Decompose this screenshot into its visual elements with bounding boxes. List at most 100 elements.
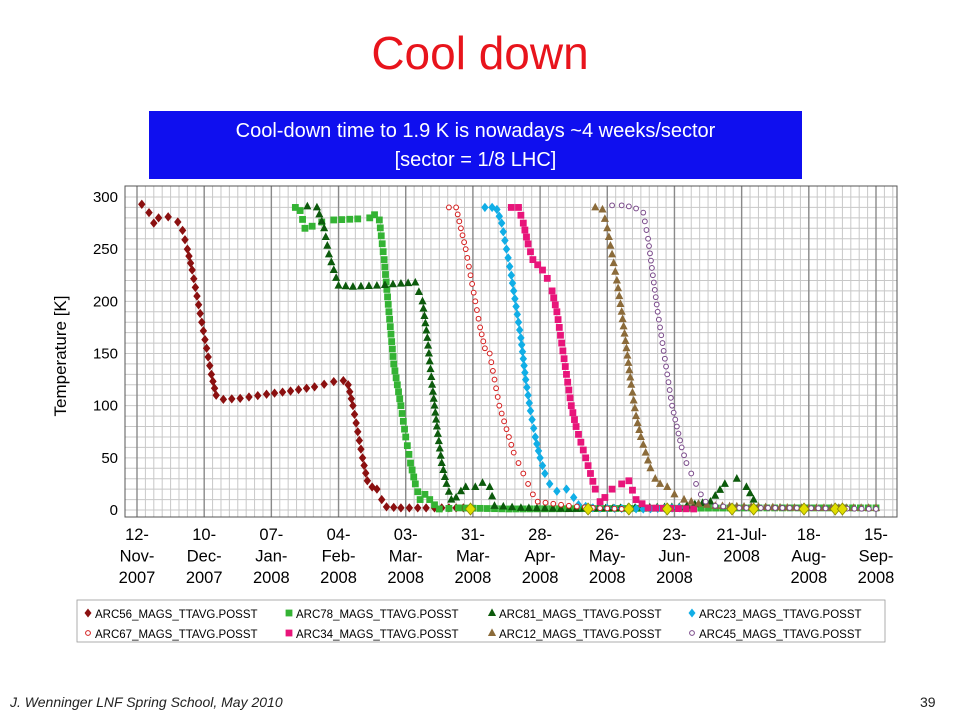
x-tick-label: 26-May-2008	[589, 526, 626, 587]
data-point	[454, 211, 461, 218]
data-point	[376, 224, 384, 232]
data-point	[521, 374, 530, 385]
data-point	[403, 442, 411, 450]
data-point	[644, 504, 652, 512]
legend-label: ARC23_MAGS_TTAVG.POSST	[699, 609, 862, 621]
data-point	[608, 249, 617, 258]
x-tick-label: 15-Sep-2008	[858, 526, 895, 587]
data-point	[194, 300, 203, 310]
data-point	[757, 505, 764, 511]
data-point	[388, 279, 397, 288]
data-point	[553, 308, 561, 316]
legend-label: ARC34_MAGS_TTAVG.POSST	[296, 629, 459, 641]
y-tick-label: 150	[93, 346, 118, 363]
data-point	[579, 446, 587, 454]
data-point	[651, 474, 660, 482]
data-point	[414, 287, 423, 295]
data-point	[658, 332, 665, 339]
data-point	[320, 379, 328, 389]
data-point	[677, 437, 683, 444]
data-point	[470, 289, 477, 296]
data-point	[433, 429, 442, 437]
data-point	[387, 330, 395, 338]
legend-marker	[487, 628, 497, 636]
annotation-markers	[464, 502, 848, 516]
data-point	[373, 484, 381, 494]
data-point	[618, 314, 627, 323]
data-point	[437, 458, 446, 467]
data-point	[423, 333, 432, 341]
data-point	[196, 308, 204, 319]
data-point	[507, 270, 516, 280]
data-point	[494, 394, 501, 400]
data-point	[464, 254, 471, 261]
data-point	[603, 223, 612, 232]
data-point	[389, 353, 397, 360]
plot-area	[125, 186, 897, 517]
legend-marker	[487, 608, 497, 616]
x-tick-label: 12-Nov-2007	[119, 526, 156, 587]
data-point	[582, 454, 590, 462]
data-point	[633, 205, 639, 212]
data-point	[557, 331, 564, 339]
data-point	[483, 505, 491, 512]
data-point	[397, 402, 405, 410]
data-point	[440, 472, 449, 480]
data-point	[697, 491, 704, 498]
data-point	[532, 503, 541, 512]
data-point	[560, 355, 568, 363]
data-point	[614, 283, 623, 292]
data-point	[670, 489, 679, 498]
data-point	[388, 338, 396, 345]
data-point	[517, 211, 525, 219]
data-point	[515, 325, 524, 335]
data-point	[516, 503, 525, 511]
data-point	[655, 316, 662, 323]
data-point	[321, 232, 330, 240]
data-point	[363, 476, 372, 486]
data-point	[529, 423, 538, 433]
data-point	[186, 258, 195, 268]
data-point	[527, 248, 534, 256]
slide-title: Cool down	[371, 27, 589, 79]
data-point	[548, 287, 556, 295]
data-point	[858, 505, 865, 512]
data-point	[639, 440, 648, 448]
data-point	[540, 503, 549, 512]
data-point	[661, 355, 668, 362]
data-point	[629, 395, 638, 404]
data-point	[356, 281, 366, 290]
data-point	[346, 215, 354, 223]
data-point	[202, 343, 211, 353]
data-point	[645, 235, 651, 242]
data-point	[490, 367, 496, 374]
data-point	[524, 390, 532, 400]
data-point	[566, 394, 574, 402]
data-point	[694, 499, 703, 507]
data-point	[181, 235, 189, 245]
data-point	[510, 449, 517, 456]
data-point	[330, 216, 338, 224]
data-point	[851, 505, 858, 512]
data-point	[390, 502, 398, 513]
data-point	[355, 435, 364, 446]
x-tick-label: 04-Feb-2008	[320, 526, 357, 587]
data-point	[150, 218, 158, 228]
data-point	[347, 394, 356, 404]
data-point	[609, 202, 615, 209]
data-point	[236, 393, 244, 404]
data-point	[320, 223, 329, 232]
data-point	[467, 272, 474, 279]
data-point	[554, 316, 562, 323]
data-point	[408, 466, 416, 474]
data-point	[496, 402, 503, 409]
data-point	[420, 311, 429, 319]
data-point	[702, 498, 709, 505]
data-point	[609, 258, 618, 267]
data-point	[396, 395, 404, 403]
data-point	[565, 386, 573, 394]
data-point	[458, 225, 464, 232]
data-point	[515, 460, 522, 466]
data-point	[490, 501, 499, 509]
data-point	[201, 334, 209, 345]
